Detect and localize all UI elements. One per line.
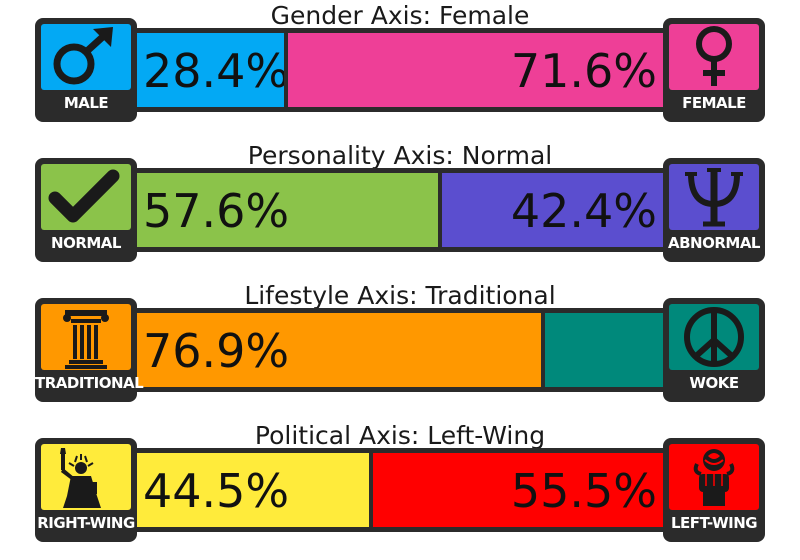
right-percent-label: 42.4% xyxy=(510,184,657,238)
left-segment: 28.4% xyxy=(135,33,284,107)
left-wing-label: LEFT-WING xyxy=(670,514,758,532)
left-wing-badge: LEFT-WING xyxy=(663,438,765,542)
personality-axis: Personality Axis: Normal 57.6% 42.4% NOR… xyxy=(0,140,800,280)
right-wing-badge: RIGHT-WING xyxy=(35,438,137,542)
traditional-label: TRADITIONAL xyxy=(35,374,144,392)
lifestyle-axis: Lifestyle Axis: Traditional 76.9% TRADIT xyxy=(0,280,800,420)
checkmark-icon xyxy=(41,164,131,230)
right-segment xyxy=(545,313,665,387)
axis-title: Lifestyle Axis: Traditional xyxy=(244,281,556,310)
right-segment: 71.6% xyxy=(288,33,665,107)
peace-sign-icon xyxy=(669,304,759,370)
normal-label: NORMAL xyxy=(51,234,121,252)
left-segment: 76.9% xyxy=(135,313,541,387)
axis-bar: 44.5% 55.5% xyxy=(130,448,670,532)
axis-title: Gender Axis: Female xyxy=(270,1,530,30)
woke-label: WOKE xyxy=(689,374,739,392)
male-label: MALE xyxy=(63,94,109,112)
gender-axis: Gender Axis: Female 28.4% 71.6% MALE FEM… xyxy=(0,0,800,140)
psi-symbol-icon xyxy=(669,164,759,230)
male-symbol-icon xyxy=(41,24,131,90)
abnormal-badge: ABNORMAL xyxy=(663,158,765,262)
female-badge: FEMALE xyxy=(663,18,765,122)
female-label: FEMALE xyxy=(682,94,746,112)
axis-title: Personality Axis: Normal xyxy=(247,141,553,170)
right-segment: 42.4% xyxy=(442,173,665,247)
female-symbol-icon xyxy=(669,24,759,90)
axis-title: Political Axis: Left-Wing xyxy=(254,421,546,450)
ionic-column-icon xyxy=(41,304,131,370)
axis-bar: 57.6% 42.4% xyxy=(130,168,670,252)
left-percent-label: 76.9% xyxy=(143,324,290,378)
woke-badge: WOKE xyxy=(663,298,765,402)
traditional-badge: TRADITIONAL xyxy=(35,298,144,402)
axis-bar: 28.4% 71.6% xyxy=(130,28,670,112)
left-segment: 44.5% xyxy=(135,453,369,527)
axis-bar: 76.9% xyxy=(130,308,670,392)
abnormal-label: ABNORMAL xyxy=(668,234,761,252)
right-segment: 55.5% xyxy=(373,453,665,527)
male-badge: MALE xyxy=(35,18,137,122)
left-percent-label: 44.5% xyxy=(143,464,290,518)
left-percent-label: 28.4% xyxy=(143,44,284,98)
right-percent-label: 71.6% xyxy=(510,44,657,98)
right-wing-label: RIGHT-WING xyxy=(37,514,135,532)
normal-badge: NORMAL xyxy=(35,158,137,262)
fist-and-rose-icon xyxy=(669,444,759,510)
political-axis: Political Axis: Left-Wing 44.5% 55.5% RI… xyxy=(0,420,800,560)
statue-of-liberty-icon xyxy=(41,444,131,510)
right-percent-label: 55.5% xyxy=(510,464,657,518)
left-percent-label: 57.6% xyxy=(143,184,290,238)
left-segment: 57.6% xyxy=(135,173,438,247)
